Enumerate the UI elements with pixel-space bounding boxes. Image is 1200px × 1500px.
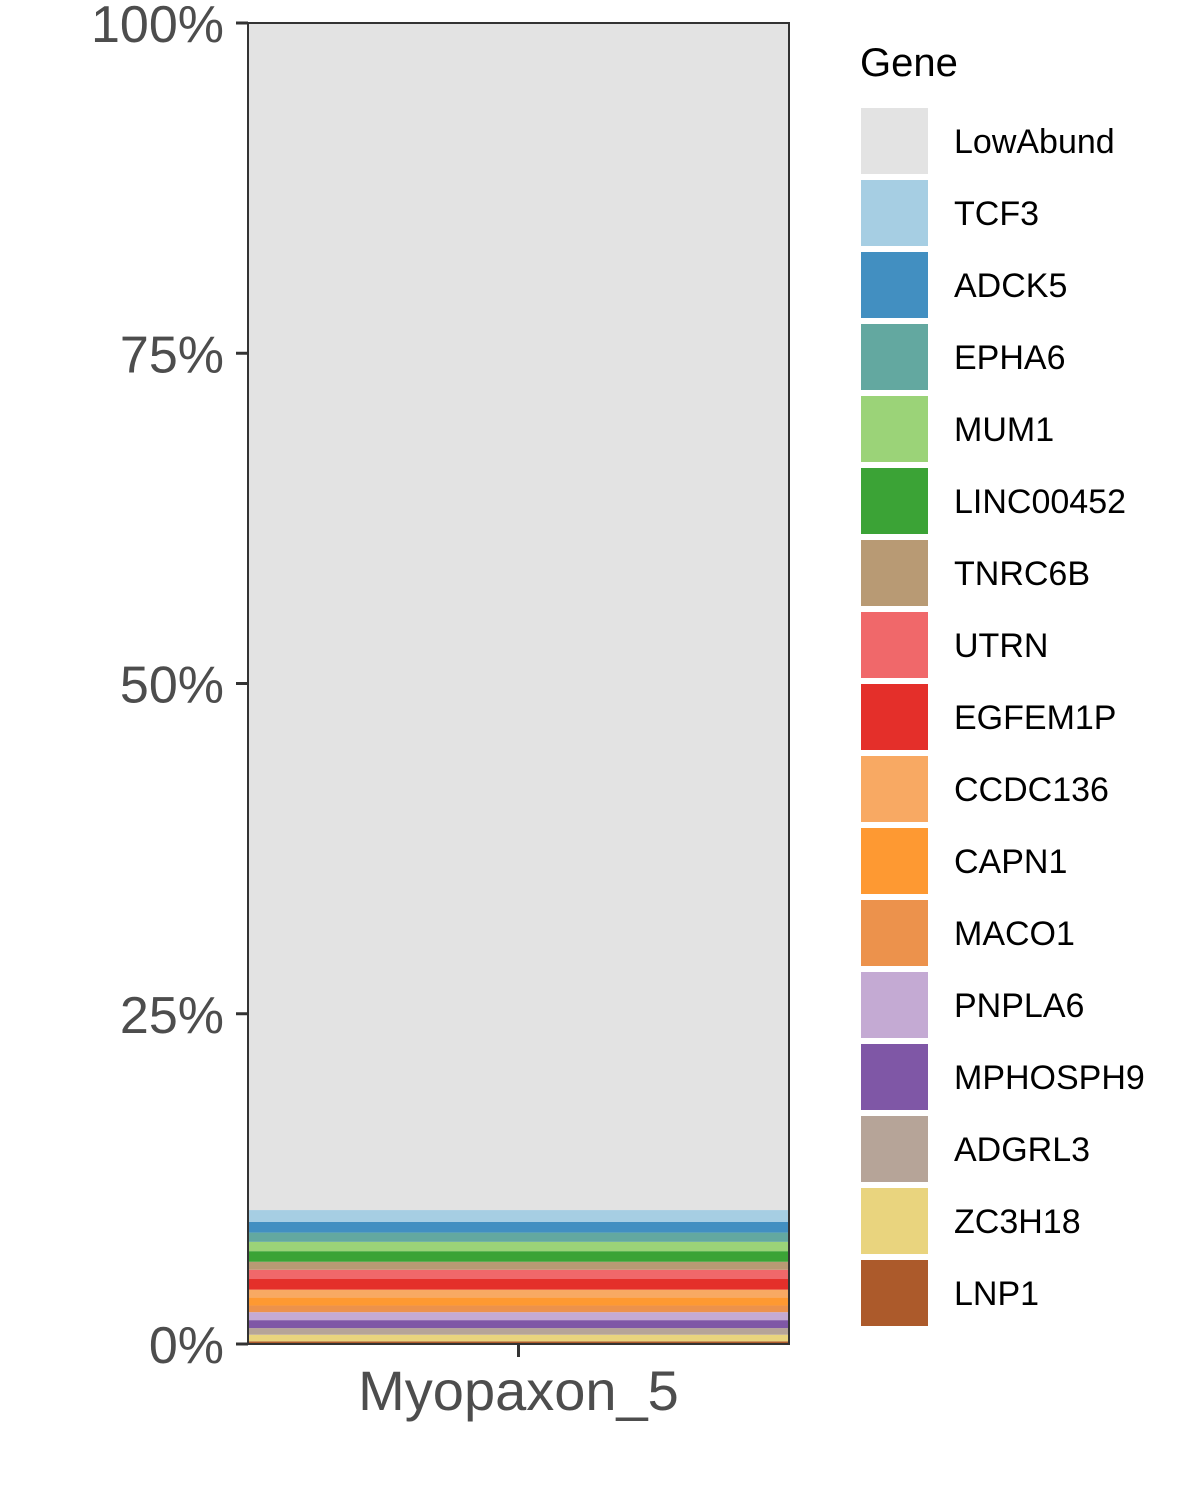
legend-key-utrn [861, 612, 928, 678]
legend-label-mphosph9: MPHOSPH9 [954, 1059, 1145, 1097]
legend-label-lnp1: LNP1 [954, 1275, 1039, 1313]
bar-segment-maco1 [248, 1305, 789, 1313]
legend-label-tcf3: TCF3 [954, 195, 1039, 233]
bar-segment-lowabund [248, 23, 789, 1211]
legend-key-adgrl3 [861, 1116, 928, 1182]
legend-label-tnrc6b: TNRC6B [954, 555, 1090, 593]
legend-label-adgrl3: ADGRL3 [954, 1131, 1090, 1169]
bar-segment-capn1 [248, 1297, 789, 1306]
legend-key-maco1 [861, 900, 928, 966]
y-tick-label: 0% [149, 1317, 224, 1375]
y-axis: 0% 25% 50% 75% 100% [91, 0, 248, 1375]
legend-label-capn1: CAPN1 [954, 843, 1067, 881]
y-tick-label: 50% [120, 657, 224, 715]
legend-label-mum1: MUM1 [954, 411, 1054, 449]
bar-segment-mphosph9 [248, 1320, 789, 1329]
legend-key-capn1 [861, 828, 928, 894]
legend-key-pnpla6 [861, 972, 928, 1038]
bar-segment-zc3h18 [248, 1334, 789, 1342]
bar-segment-linc00452 [248, 1251, 789, 1262]
bar-segment-pnpla6 [248, 1312, 789, 1321]
y-tick-label: 100% [91, 0, 224, 54]
legend-label-epha6: EPHA6 [954, 339, 1066, 377]
x-axis: Myopaxon_5 [358, 1344, 679, 1422]
legend-label-pnpla6: PNPLA6 [954, 987, 1084, 1025]
legend: Gene LowAbund TCF3 ADCK5 EPHA6 MUM1 LINC00452… [860, 41, 1145, 1326]
legend-key-zc3h18 [861, 1188, 928, 1254]
legend-label-linc00452: LINC00452 [954, 483, 1126, 521]
legend-label-ccdc136: CCDC136 [954, 771, 1109, 809]
bar-segment-adck5 [248, 1221, 789, 1233]
bar-segment-epha6 [248, 1232, 789, 1242]
y-tick-label: 75% [120, 326, 224, 384]
plot-panel [247, 22, 790, 1345]
legend-key-tcf3 [861, 180, 928, 246]
legend-key-adck5 [861, 252, 928, 318]
bar-segment-lnp1 [248, 1341, 789, 1344]
legend-label-maco1: MACO1 [954, 915, 1075, 953]
legend-key-lnp1 [861, 1260, 928, 1326]
legend-label-lowabund: LowAbund [954, 123, 1115, 161]
legend-label-zc3h18: ZC3H18 [954, 1203, 1081, 1241]
legend-key-mphosph9 [861, 1044, 928, 1110]
legend-key-epha6 [861, 324, 928, 390]
legend-key-mum1 [861, 396, 928, 462]
legend-title: Gene [860, 41, 958, 85]
legend-label-utrn: UTRN [954, 627, 1048, 665]
legend-key-ccdc136 [861, 756, 928, 822]
legend-key-egfem1p [861, 684, 928, 750]
y-tick-label: 25% [120, 987, 224, 1045]
legend-key-linc00452 [861, 468, 928, 534]
bar-segment-ccdc136 [248, 1289, 789, 1298]
bar-segment-utrn [248, 1269, 789, 1280]
bar-segment-tnrc6b [248, 1261, 789, 1270]
bar-segment-tcf3 [248, 1210, 789, 1222]
bar-segment-egfem1p [248, 1279, 789, 1290]
bar-segment-mum1 [248, 1241, 789, 1252]
bar-segment-adgrl3 [248, 1328, 789, 1335]
legend-key-lowabund [861, 108, 928, 174]
legend-label-egfem1p: EGFEM1P [954, 699, 1116, 737]
legend-key-tnrc6b [861, 540, 928, 606]
legend-label-adck5: ADCK5 [954, 267, 1067, 305]
x-tick-label: Myopaxon_5 [358, 1359, 679, 1422]
